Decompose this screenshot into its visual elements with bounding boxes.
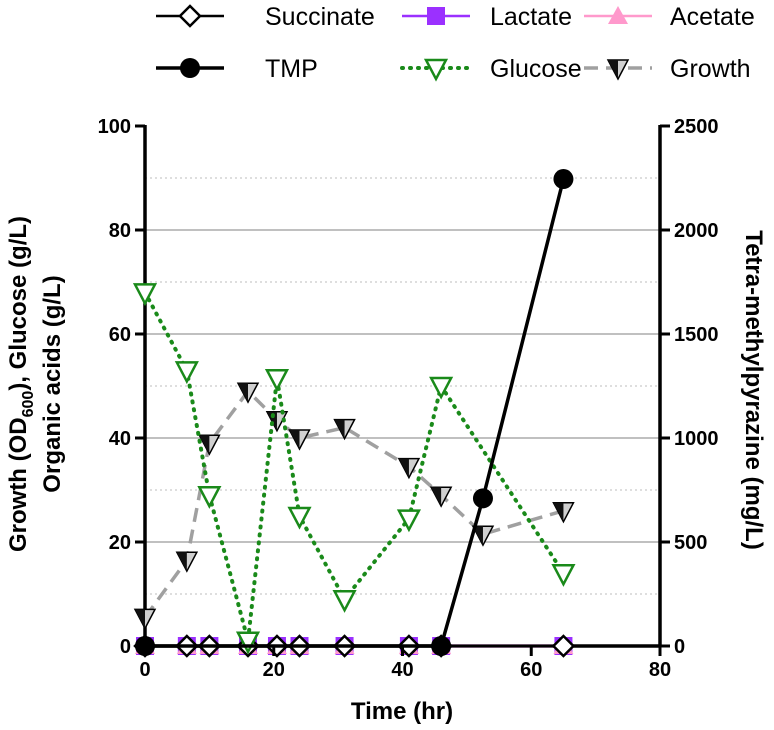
data-point-glucose — [174, 361, 199, 385]
series-tmp — [135, 169, 574, 656]
legend-marker-lactate — [427, 7, 445, 25]
data-point-growth — [198, 434, 221, 456]
series-growth — [133, 382, 575, 631]
legend-label-glucose: Glucose — [490, 55, 582, 83]
axis-titles: Time (hr) Growth (OD600), Glucose (g/L) … — [5, 216, 767, 725]
legend-item-lactate: Lactate — [402, 3, 572, 31]
y-right-tick-label: 500 — [674, 532, 707, 554]
data-point-glucose — [132, 283, 158, 307]
legend-item-succinate: Succinate — [156, 3, 375, 31]
x-tick-label: 40 — [391, 659, 413, 681]
grid-lines — [145, 177, 660, 595]
data-point-growth — [333, 418, 356, 441]
legend-label-growth: Growth — [670, 55, 751, 83]
y-left-tick-label: 20 — [109, 532, 131, 554]
y-right-tick-label: 1500 — [674, 324, 719, 346]
y-left-tick-label: 60 — [109, 324, 131, 346]
y-left-tick-label: 0 — [120, 636, 131, 658]
data-point-glucose — [551, 563, 576, 587]
x-tick-label: 80 — [649, 659, 671, 681]
legend-marker-growth — [606, 59, 630, 81]
legend-marker-glucose — [423, 58, 449, 82]
series-line-glucose — [143, 290, 566, 642]
y-left-title-prefix: Growth (OD — [5, 417, 32, 552]
data-point-succinate — [551, 634, 576, 658]
data-point-growth — [397, 457, 421, 480]
series-glucose — [132, 283, 576, 655]
data-point-growth — [133, 608, 157, 631]
y-right-axis-title: Tetra-methylpyrazine (mg/L) — [740, 230, 767, 550]
x-axis-title: Time (hr) — [351, 698, 453, 725]
y-left-tick-label: 80 — [109, 220, 131, 242]
x-tick-label: 20 — [263, 659, 285, 681]
y-right-tick-label: 0 — [674, 636, 685, 658]
series-line-tmp — [145, 178, 566, 648]
legend-label-tmp: TMP — [265, 55, 318, 83]
y-right-tick-label: 1000 — [674, 428, 719, 450]
legend-item-glucose: Glucose — [400, 55, 582, 83]
data-point-growth — [288, 429, 311, 451]
series-layer — [132, 169, 576, 658]
y-left-tick-label: 100 — [98, 116, 131, 138]
y-left-title-subscript: 600 — [20, 391, 37, 418]
data-point-glucose — [429, 376, 454, 400]
y-right-tick-label: 2000 — [674, 220, 719, 242]
y-left-title-suffix: ), Glucose (g/L) — [5, 216, 32, 391]
legend-label-succinate: Succinate — [265, 3, 375, 31]
data-point-glucose — [287, 506, 312, 530]
legend-marker-succinate — [178, 4, 202, 28]
data-point-tmp — [553, 169, 574, 190]
data-point-glucose — [197, 485, 222, 509]
x-tick-label: 0 — [139, 659, 150, 681]
legend-label-lactate: Lactate — [490, 3, 572, 31]
data-point-glucose — [264, 368, 290, 392]
legend: Succinate Lactate Acetate TMP Glucose Growth — [156, 3, 755, 83]
y-left-axis-title-line2: Organic acids (g/L) — [39, 275, 66, 492]
legend-label-acetate: Acetate — [670, 3, 755, 31]
y-left-axis-title-line1: Growth (OD600), Glucose (g/L) — [5, 216, 37, 552]
legend-item-acetate: Acetate — [584, 3, 755, 31]
y-right-tick-label: 2500 — [674, 116, 719, 138]
data-point-tmp — [472, 488, 493, 509]
legend-marker-tmp — [180, 58, 200, 78]
data-point-growth — [175, 551, 199, 573]
series-line-growth — [143, 388, 564, 619]
data-point-tmp — [431, 636, 452, 656]
legend-item-growth: Growth — [584, 55, 751, 83]
legend-marker-acetate — [608, 6, 628, 24]
y-left-tick-label: 40 — [109, 428, 131, 450]
legend-item-tmp: TMP — [156, 55, 318, 83]
data-point-glucose — [332, 589, 357, 613]
data-point-glucose — [235, 631, 261, 655]
data-point-growth — [236, 382, 260, 404]
x-tick-label: 60 — [520, 659, 542, 681]
data-point-growth — [552, 502, 575, 524]
data-point-glucose — [396, 509, 422, 533]
data-point-growth — [429, 486, 453, 508]
